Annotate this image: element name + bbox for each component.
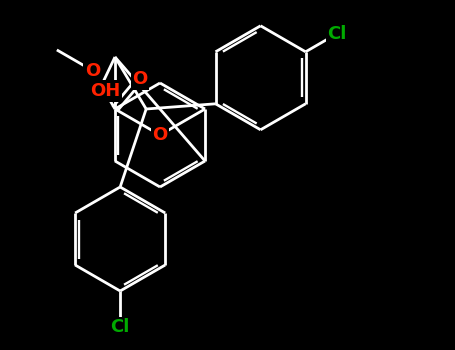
Text: OH: OH	[91, 82, 121, 100]
Text: O: O	[152, 126, 167, 144]
Text: Cl: Cl	[111, 318, 130, 336]
Text: O: O	[85, 62, 101, 80]
Text: O: O	[132, 70, 148, 88]
Text: Cl: Cl	[328, 25, 347, 43]
